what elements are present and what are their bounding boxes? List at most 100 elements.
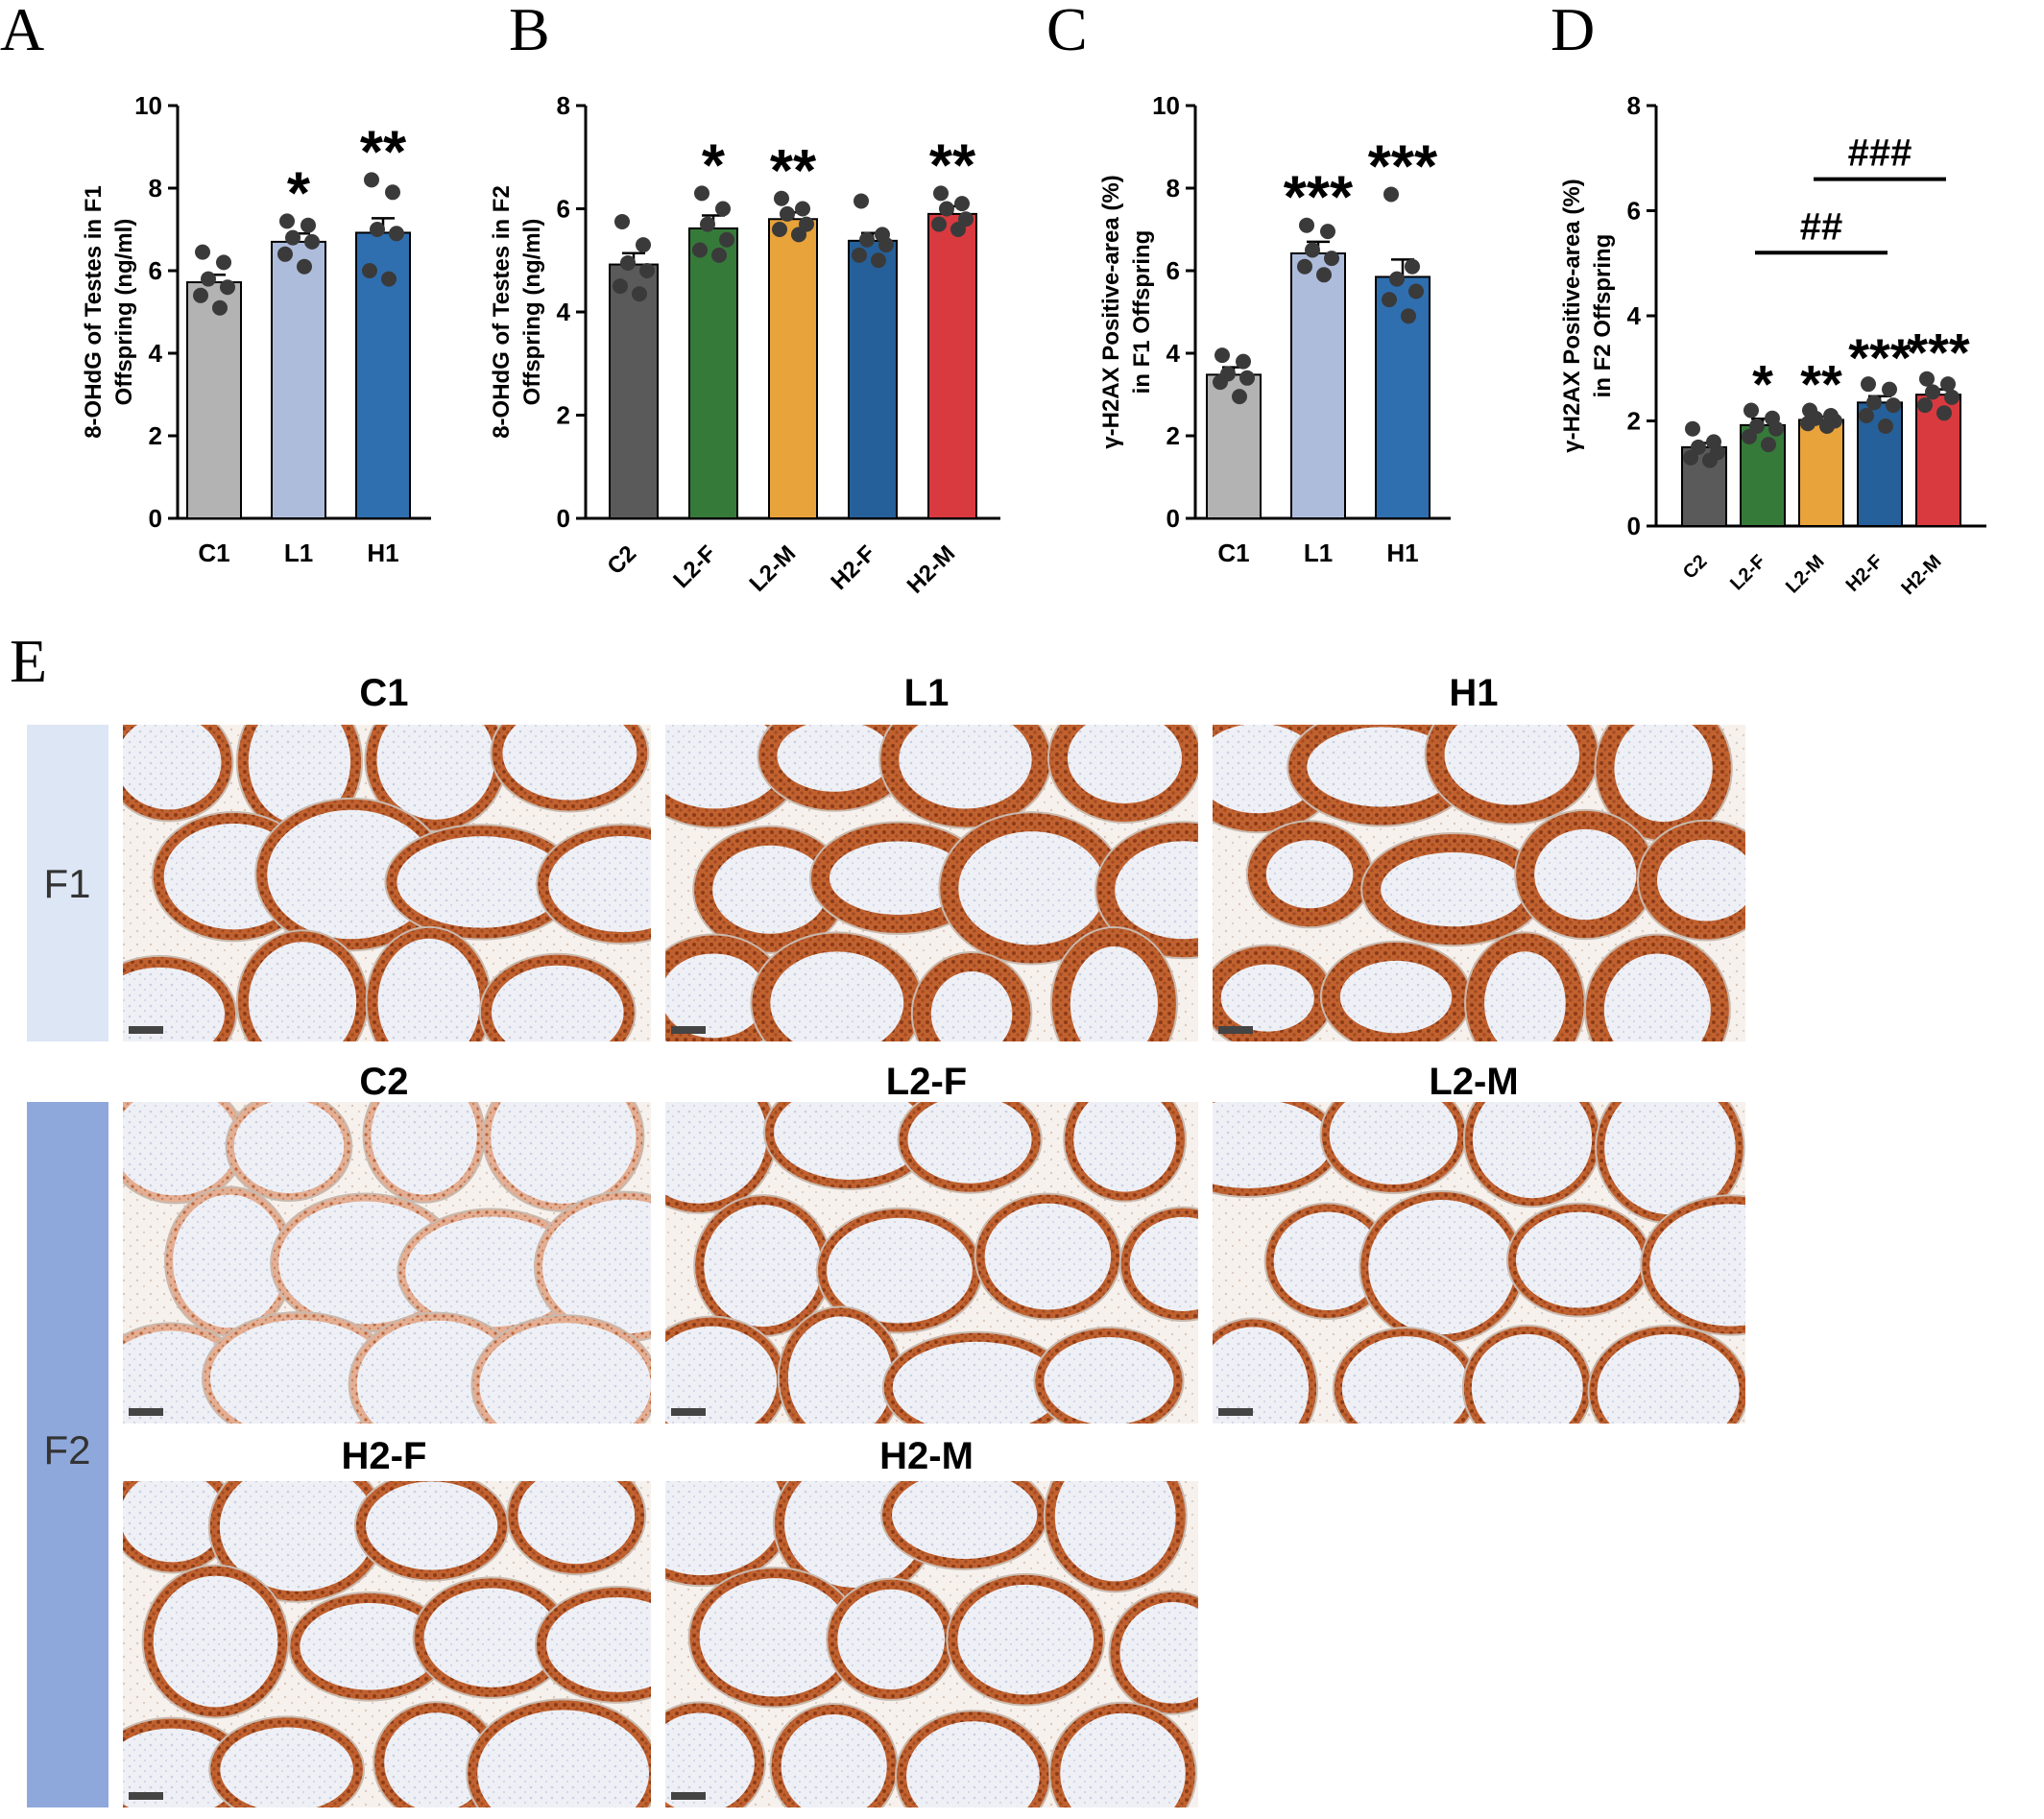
tubule-lumen [1115,841,1198,940]
tubule-lumen [1534,828,1637,921]
tubule-lumen [548,836,651,933]
data-point [370,222,385,237]
data-point [212,299,228,316]
y-tick-label: 8 [1627,91,1641,120]
y-tick-label: 2 [1627,407,1641,436]
y-tick-label: 0 [1627,512,1641,540]
scale-bar [129,1408,163,1416]
chart-a: 0 2 4 6 8 10 8-OHdG of Testes in F1 Offspring (… [81,91,431,567]
tubule-lumen [665,953,767,1039]
tubule-lumen [209,1320,389,1424]
y-tick-label: 10 [1152,91,1180,120]
data-point [1800,416,1816,432]
f1-band [27,725,108,1041]
x-tick-label: H2-F [1842,551,1888,596]
tubule-lumen [1213,1102,1333,1188]
micrograph-h1 [1213,725,1745,1041]
panel-label-c: C [1046,0,1088,63]
data-point [774,190,789,206]
significance-label: ** [929,132,976,199]
x-tick-label: L2-F [668,540,721,593]
data-point [1405,258,1420,275]
micrograph-title-l1: L1 [904,672,950,714]
tubule-lumen [477,1710,650,1807]
f2-band [27,1102,108,1807]
data-point [301,217,316,233]
tubule-lumen [1381,851,1527,927]
bracket-label: ### [1848,132,1912,175]
data-point [1944,389,1960,405]
data-point [1768,420,1784,437]
tubule-lumen [826,1217,973,1324]
tubule-lumen [892,1341,1062,1424]
y-axis-label: γ-H2AX Positive-area (%) [1098,175,1124,448]
y-axis-label: in F1 Offspring [1129,230,1155,395]
x-tick-label: L1 [1304,539,1333,567]
f2-label: F2 [43,1427,90,1472]
significance-label: ** [770,138,817,204]
data-point [636,237,651,253]
tubule-lumen [502,725,637,801]
micrograph-l1 [665,725,1198,1041]
significance-label: ** [360,119,407,185]
tubule-lumen [1444,725,1580,805]
micrograph-title-h2-m: H2-M [879,1435,974,1477]
data-point [1299,217,1314,233]
tubule-lumen [1220,964,1314,1032]
tubule-lumen [899,725,1032,809]
tubule-lumen [397,836,566,928]
tubule-lumen [173,1194,286,1328]
tubule-lumen [984,1203,1112,1310]
data-point [277,246,293,262]
tubule-lumen [774,1102,926,1180]
tubule-lumen [1614,725,1713,823]
data-point [950,222,966,237]
tubule-lumen [1307,727,1456,807]
data-point [1324,251,1339,267]
micrograph-l2-m [1213,1102,1745,1424]
data-point [1886,397,1901,414]
micrograph-panel: F1 F2 C1 L1 H1 C2 L2-F L2-M H2-F H2-M [27,672,1745,1807]
data-point [381,271,397,287]
data-point [700,216,715,232]
data-point [692,242,708,258]
tubule-lumen [1597,1334,1740,1424]
tubule-lumen [248,942,357,1041]
data-point [1239,370,1255,386]
tubule-lumen [123,725,222,810]
tubule-lumen [958,831,1105,945]
scale-bar [129,1792,163,1800]
chart-b: 0 2 4 6 8 8-OHdG of Testes in F2 Offspring (ng… [489,91,1000,599]
tubule-lumen [371,1102,477,1195]
tubule-lumen [1273,1211,1383,1311]
tubule-lumen [829,841,968,916]
tubule-lumen [377,938,480,1041]
data-point [1685,420,1700,437]
data-point [1383,186,1399,203]
tubule-lumen [1339,960,1453,1034]
tubule-lumen [300,1602,440,1690]
data-point [620,254,636,271]
x-tick-label: H1 [367,539,398,567]
x-tick-label: H2-M [1897,551,1945,599]
micrograph-title-l2-m: L2-M [1429,1061,1518,1103]
tubule-lumen [665,725,784,809]
y-tick-label: 4 [149,339,163,368]
data-point [1742,428,1757,444]
data-point [878,237,894,253]
micrograph-h2-f [123,1481,651,1807]
data-point [1382,292,1397,308]
y-tick-label: 8 [557,91,570,120]
data-point [939,201,954,217]
micrograph-title-h2-f: H2-F [342,1435,427,1477]
data-point [711,247,727,263]
y-tick-label: 10 [134,91,162,120]
data-point [1316,267,1332,283]
bar-l1 [271,240,326,519]
y-tick-label: 2 [557,401,570,430]
panel-label-a: A [0,0,44,63]
y-tick-label: 0 [557,504,570,533]
micrograph-l2-f [665,1102,1198,1424]
